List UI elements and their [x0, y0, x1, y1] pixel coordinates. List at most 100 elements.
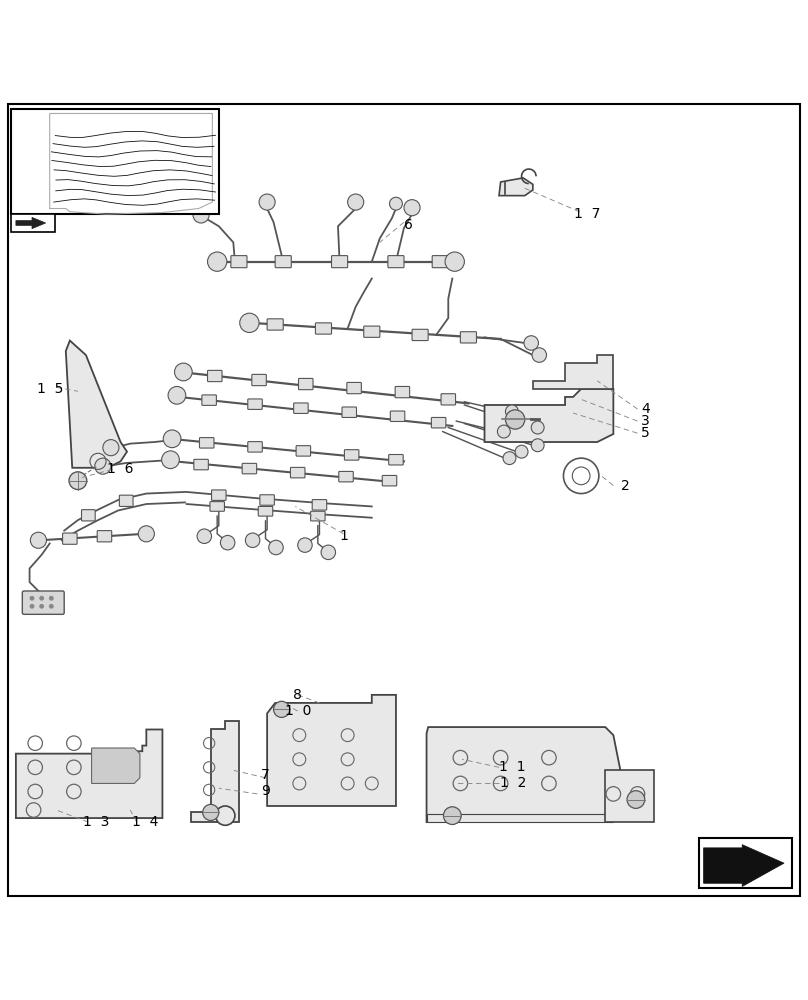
Circle shape: [259, 194, 276, 210]
FancyBboxPatch shape: [276, 256, 291, 268]
Circle shape: [347, 194, 364, 210]
FancyBboxPatch shape: [344, 450, 359, 460]
FancyBboxPatch shape: [347, 382, 361, 394]
Circle shape: [40, 604, 44, 609]
Circle shape: [445, 252, 465, 271]
Circle shape: [175, 363, 192, 381]
FancyBboxPatch shape: [412, 329, 428, 341]
Circle shape: [506, 405, 519, 418]
Text: 8: 8: [293, 688, 302, 702]
Text: 1  7: 1 7: [574, 207, 601, 221]
Circle shape: [389, 197, 402, 210]
Polygon shape: [485, 389, 613, 442]
Circle shape: [49, 596, 53, 601]
Circle shape: [274, 701, 289, 717]
FancyBboxPatch shape: [82, 510, 95, 521]
Text: 2: 2: [621, 479, 629, 493]
Circle shape: [503, 452, 516, 465]
Text: 1  1: 1 1: [499, 760, 526, 774]
Circle shape: [297, 538, 312, 552]
FancyBboxPatch shape: [23, 591, 64, 614]
Circle shape: [208, 252, 227, 271]
FancyBboxPatch shape: [212, 490, 226, 500]
Circle shape: [516, 445, 528, 458]
Polygon shape: [191, 721, 239, 822]
FancyBboxPatch shape: [382, 475, 397, 486]
Polygon shape: [65, 341, 127, 468]
Circle shape: [269, 540, 284, 555]
Text: 1: 1: [339, 529, 348, 543]
FancyBboxPatch shape: [441, 394, 456, 405]
FancyBboxPatch shape: [390, 411, 405, 421]
Circle shape: [532, 348, 546, 362]
FancyBboxPatch shape: [260, 495, 275, 505]
Circle shape: [506, 410, 524, 429]
Text: 6: 6: [403, 218, 412, 232]
Circle shape: [103, 440, 119, 456]
Text: 4: 4: [642, 402, 650, 416]
FancyBboxPatch shape: [231, 256, 247, 268]
FancyBboxPatch shape: [200, 438, 214, 448]
Circle shape: [221, 535, 235, 550]
Polygon shape: [427, 727, 621, 822]
Text: 1  3: 1 3: [83, 815, 110, 829]
Polygon shape: [16, 729, 162, 818]
Polygon shape: [605, 770, 654, 822]
Bar: [699, 838, 792, 888]
FancyBboxPatch shape: [62, 533, 77, 544]
FancyBboxPatch shape: [248, 442, 263, 452]
Polygon shape: [532, 355, 613, 389]
Circle shape: [49, 604, 53, 609]
FancyBboxPatch shape: [293, 403, 308, 413]
Circle shape: [524, 336, 538, 350]
FancyBboxPatch shape: [388, 256, 404, 268]
FancyBboxPatch shape: [208, 370, 222, 382]
Text: 1  5: 1 5: [36, 382, 63, 396]
Circle shape: [444, 807, 461, 825]
FancyBboxPatch shape: [242, 463, 257, 474]
FancyBboxPatch shape: [259, 506, 273, 516]
Bar: [11, 214, 55, 232]
Circle shape: [69, 472, 86, 490]
Circle shape: [197, 529, 212, 543]
Text: 7: 7: [261, 768, 270, 782]
Circle shape: [162, 451, 179, 469]
Circle shape: [40, 596, 44, 601]
FancyBboxPatch shape: [395, 386, 410, 398]
Circle shape: [404, 200, 420, 216]
FancyBboxPatch shape: [267, 319, 284, 330]
FancyBboxPatch shape: [194, 459, 208, 470]
FancyBboxPatch shape: [120, 495, 133, 506]
Circle shape: [531, 439, 544, 452]
FancyBboxPatch shape: [248, 399, 263, 409]
Text: 9: 9: [261, 784, 270, 798]
Circle shape: [216, 806, 235, 825]
Polygon shape: [267, 695, 396, 806]
Polygon shape: [427, 814, 613, 822]
Text: 1  0: 1 0: [284, 704, 311, 718]
Circle shape: [531, 421, 544, 434]
Bar: [11, 109, 219, 214]
Circle shape: [95, 458, 111, 474]
Circle shape: [321, 545, 335, 560]
FancyBboxPatch shape: [432, 256, 448, 268]
FancyBboxPatch shape: [389, 455, 403, 465]
FancyBboxPatch shape: [312, 500, 326, 510]
Polygon shape: [499, 178, 532, 196]
Circle shape: [498, 425, 511, 438]
FancyBboxPatch shape: [296, 446, 310, 456]
Circle shape: [138, 526, 154, 542]
Text: 1  4: 1 4: [132, 815, 158, 829]
Text: 5: 5: [642, 426, 650, 440]
FancyBboxPatch shape: [461, 332, 477, 343]
Circle shape: [627, 791, 645, 808]
FancyBboxPatch shape: [339, 471, 353, 482]
Text: 3: 3: [642, 414, 650, 428]
FancyBboxPatch shape: [310, 511, 325, 521]
FancyBboxPatch shape: [97, 531, 112, 542]
FancyBboxPatch shape: [431, 417, 446, 428]
FancyBboxPatch shape: [210, 502, 225, 511]
Circle shape: [30, 596, 35, 601]
Circle shape: [203, 804, 219, 820]
Circle shape: [30, 604, 35, 609]
